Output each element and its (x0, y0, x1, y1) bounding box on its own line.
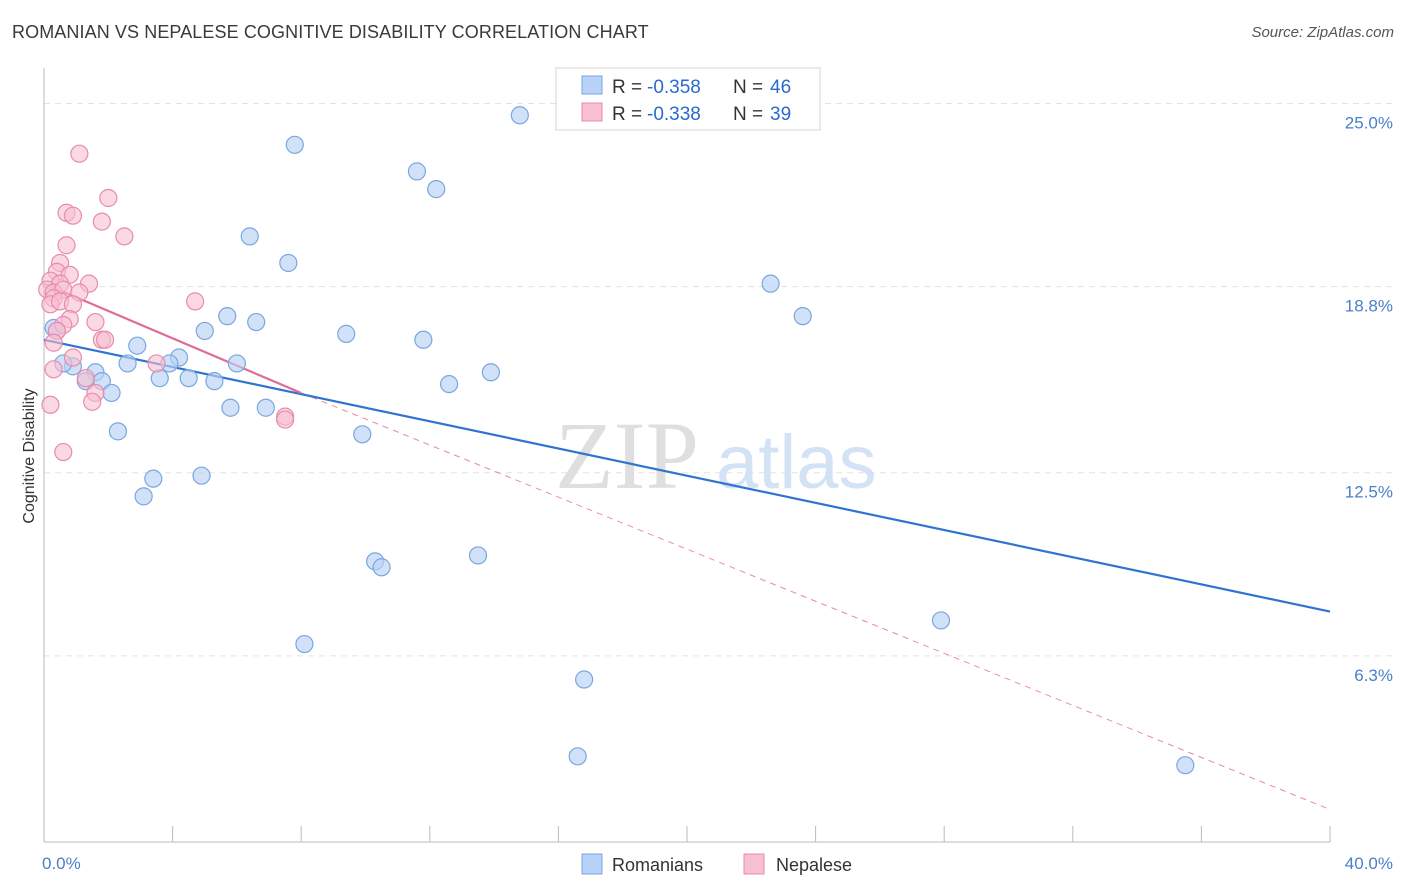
y-axis-title: Cognitive Disability (21, 388, 38, 523)
y-tick-label: 6.3% (1354, 666, 1393, 685)
y-tick-label: 18.8% (1345, 297, 1393, 316)
romanians-point (144, 469, 163, 488)
romanians-point (285, 135, 304, 154)
romanians-point (407, 162, 427, 181)
nepalese-point (44, 333, 63, 352)
nepalese-point (95, 330, 115, 349)
source-label: Source: ZipAtlas.com (1251, 24, 1394, 41)
romanians-point (337, 324, 356, 343)
y-tick-label: 25.0% (1345, 113, 1393, 132)
romanians-point (793, 307, 812, 326)
nepalese-point (70, 144, 89, 163)
romanians-point (108, 422, 128, 441)
nepalese-r-value: -0.338 (647, 104, 701, 125)
watermark: ZIP atlas (555, 402, 877, 509)
romanians-point (1176, 756, 1195, 775)
nepalese-point (63, 206, 83, 225)
nepalese-point (86, 312, 105, 332)
watermark-zip: ZIP (555, 402, 699, 509)
nepalese-points (38, 144, 295, 462)
romanians-point (575, 670, 594, 689)
romanians-point (931, 611, 951, 630)
gridlines (44, 102, 1392, 657)
nepalese-n-label: N = (733, 104, 763, 125)
stats-legend: R = -0.358 N = 46 R = -0.338 N = 39 (555, 67, 821, 131)
romanians-point (195, 321, 214, 341)
romanians-point (221, 398, 240, 417)
romanians-point (134, 487, 153, 506)
nepalese-point (83, 392, 102, 411)
romanians-point (414, 330, 433, 349)
romanians-point (568, 747, 587, 766)
romanians-point (353, 425, 372, 444)
romanians-point (510, 106, 529, 125)
series-legend: Romanians Nepalese (581, 853, 852, 875)
romanians-point (205, 372, 224, 391)
romanians-n-value: 46 (770, 77, 791, 98)
romanians-point (227, 354, 246, 373)
y-tick-label: 12.5% (1345, 483, 1393, 502)
romanians-point (118, 354, 137, 373)
romanians-point (256, 398, 275, 417)
romanians-r-label: R = (612, 77, 642, 98)
romanians-points (44, 106, 1195, 775)
romanians-point (279, 253, 298, 273)
nepalese-point (57, 236, 76, 255)
trendlines (43, 282, 1331, 810)
romanians-point (102, 383, 121, 403)
romanians-r-value: -0.358 (647, 77, 701, 98)
romanians-point (218, 307, 237, 326)
nepalese-r-label: R = (612, 104, 642, 125)
legend-nepalese-label: Nepalese (776, 855, 852, 875)
legend-romanians-label: Romanians (612, 855, 703, 875)
nepalese-point (99, 188, 118, 208)
x-tick-label: 0.0% (42, 854, 81, 873)
romanians-point (150, 369, 169, 388)
nepalese-n-value: 39 (770, 104, 791, 125)
romanians-point (468, 546, 488, 565)
nepalese-swatch (581, 102, 603, 122)
romanians-point (128, 336, 147, 355)
y-tick-labels: 6.3% 12.5% 18.8% 25.0% (1345, 113, 1393, 684)
romanians-trendline (43, 338, 1331, 613)
nepalese-point (44, 360, 63, 379)
romanians-point (439, 374, 459, 394)
x-axis-ticks (43, 826, 1331, 842)
nepalese-point (63, 295, 83, 314)
nepalese-point (54, 442, 73, 462)
nepalese-point (63, 348, 83, 367)
romanians-point (179, 369, 198, 388)
romanians-point (192, 466, 211, 485)
nepalese-point (76, 369, 95, 388)
nepalese-trendline (43, 282, 302, 394)
chart-title: ROMANIAN VS NEPALESE COGNITIVE DISABILIT… (12, 22, 649, 42)
nepalese-point (41, 395, 60, 414)
nepalese-point (186, 292, 205, 311)
romanians-point (247, 312, 266, 332)
nepalese-point (115, 227, 134, 246)
romanians-n-label: N = (733, 77, 763, 98)
x-tick-label: 40.0% (1345, 854, 1393, 873)
romanians-point (761, 274, 780, 293)
legend-romanians-swatch (581, 853, 603, 875)
romanians-point (240, 227, 259, 246)
romanians-swatch (581, 75, 603, 95)
nepalese-trendline-extension (301, 392, 1331, 810)
watermark-atlas: atlas (716, 420, 877, 505)
nepalese-point (276, 410, 295, 429)
romanians-point (295, 634, 314, 654)
legend-nepalese-swatch (743, 853, 765, 875)
romanians-point (481, 363, 500, 382)
romanians-point (427, 180, 446, 199)
nepalese-point (92, 212, 111, 231)
nepalese-point (147, 354, 166, 373)
romanians-point (372, 558, 391, 577)
x-tick-labels: 0.0% 40.0% (42, 854, 1393, 873)
